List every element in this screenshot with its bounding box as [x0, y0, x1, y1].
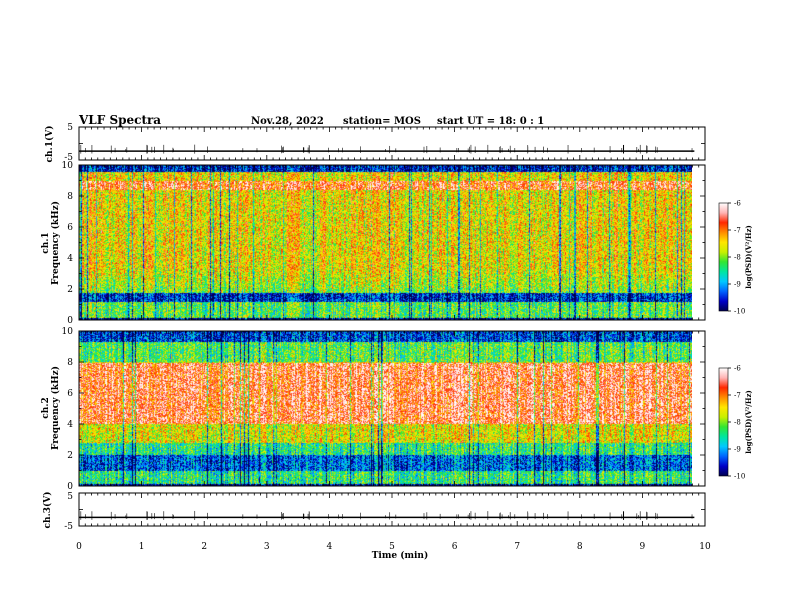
ch1-spectrogram-image	[79, 165, 692, 320]
colorbar-tick-label: -10	[734, 308, 745, 316]
colorbar-tick-label: -6	[734, 200, 741, 208]
y-tick-label: 8	[67, 192, 73, 202]
colorbar-tick-label: -6	[734, 365, 741, 373]
y-tick-label: 2	[67, 285, 73, 295]
time-axis-tick-labels: 0 1 2 3 4 5 6 7 8 9 10	[76, 542, 711, 552]
colorbar-tick-label: -10	[734, 473, 745, 481]
ch1-waveform-ylabel: ch.1(V)	[44, 126, 55, 163]
y-tick-label: 6	[67, 223, 73, 233]
x-tick-label: 2	[201, 542, 207, 552]
colorbar-tick-label: -8	[734, 419, 741, 427]
x-tick-label: 1	[139, 542, 145, 552]
colorbar-tick-label: -7	[734, 392, 741, 400]
ch1-spectrogram-panel: 0 2 4 6 8 10 ch.1 Frequency (kHz)	[41, 161, 706, 326]
ch1-colorbar: -6 -7 -8 -9 -10 log(PSD)(V²/Hz)	[718, 200, 753, 316]
ch1-spectrogram-ylabel-channel: ch.1	[41, 232, 51, 253]
x-tick-label: 3	[264, 542, 270, 552]
ch1-colorbar-gradient	[718, 202, 729, 312]
ch1-spectrogram-ylabel-freq: Frequency (kHz)	[50, 201, 61, 285]
colorbar-tick-label: -9	[734, 281, 741, 289]
ch1-spectrogram-yticks: 0 2 4 6 8 10	[62, 161, 705, 326]
ch3-ytick-top: 5	[67, 492, 73, 502]
ch2-spectrogram-yticks: 0 2 4 6 8 10	[62, 327, 705, 492]
ch2-spectrogram-panel: 0 2 4 6 8 10 ch.2 Frequency (kHz)	[41, 327, 706, 492]
ch2-spectrogram-image	[79, 331, 692, 486]
y-tick-label: 0	[67, 316, 73, 326]
start-ut-label: start UT = 18: 0 : 1	[437, 116, 544, 127]
ch2-colorbar: -6 -7 -8 -9 -10 log(PSD)(V²/Hz)	[718, 365, 753, 481]
y-tick-label: 6	[67, 389, 73, 399]
ch1-ytick-top: 5	[67, 123, 73, 133]
colorbar-tick-label: -7	[734, 227, 741, 235]
y-tick-label: 10	[62, 161, 74, 171]
ch3-ytick-bottom: -5	[64, 522, 73, 532]
x-tick-label: 7	[514, 542, 520, 552]
x-tick-label: 6	[452, 542, 458, 552]
x-tick-label: 9	[640, 542, 646, 552]
y-tick-label: 2	[67, 451, 73, 461]
y-tick-label: 0	[67, 482, 73, 492]
ch2-colorbar-gradient	[718, 367, 729, 477]
colorbar-tick-label: -8	[734, 254, 741, 262]
figure-title: VLF Spectra	[78, 113, 161, 127]
ch2-spectrogram-ylabel-freq: Frequency (kHz)	[50, 366, 61, 450]
ch1-colorbar-label: log(PSD)(V²/Hz)	[744, 225, 753, 289]
ch1-waveform-panel: 5 -5 ch.1(V)	[44, 123, 706, 163]
station-label: station= MOS	[343, 116, 421, 127]
date-label: Nov.28, 2022	[251, 116, 324, 127]
x-tick-label: 4	[327, 542, 333, 552]
colorbar-tick-label: -9	[734, 446, 741, 454]
y-tick-label: 8	[67, 358, 73, 368]
ch2-colorbar-ticks: -6 -7 -8 -9 -10	[728, 365, 745, 481]
x-tick-label: 5	[389, 542, 395, 552]
y-tick-label: 4	[67, 420, 73, 430]
y-tick-label: 10	[62, 327, 74, 337]
time-axis-label: Time (min)	[372, 550, 429, 561]
time-axis-ticks	[78, 127, 706, 526]
ch2-colorbar-label: log(PSD)(V²/Hz)	[744, 390, 753, 454]
x-tick-label: 10	[699, 542, 711, 552]
ch3-waveform-ylabel: ch.3(V)	[42, 492, 53, 529]
ch1-waveform-spikes	[78, 126, 705, 161]
x-tick-label: 8	[577, 542, 583, 552]
x-tick-label: 0	[76, 542, 82, 552]
ch1-ytick-bottom: -5	[64, 153, 73, 163]
ch2-spectrogram-ylabel-channel: ch.2	[41, 397, 51, 418]
y-tick-label: 4	[67, 254, 73, 264]
ch1-colorbar-ticks: -6 -7 -8 -9 -10	[728, 200, 745, 316]
ch3-waveform-spikes	[78, 492, 705, 527]
